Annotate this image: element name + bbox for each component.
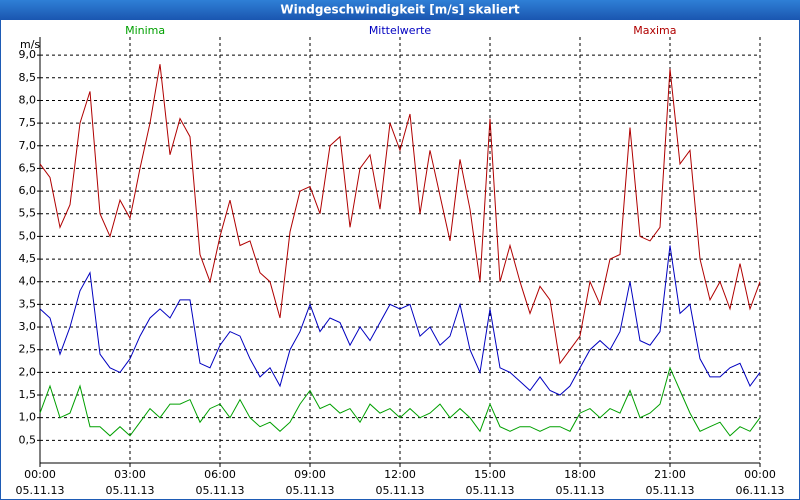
legend-entry: Mittelwerte [369, 24, 432, 37]
y-tick-label: 2,0 [19, 365, 37, 378]
legend-entry: Maxima [633, 24, 676, 37]
y-tick-label: 6,0 [19, 184, 37, 197]
x-tick-label: 03:00 [114, 468, 146, 481]
legend-entry: Minima [125, 24, 165, 37]
y-tick-label: 4,5 [19, 252, 37, 265]
y-unit: m/s [20, 38, 40, 51]
x-tick-label: 18:00 [564, 468, 596, 481]
y-tick-label: 3,5 [19, 297, 37, 310]
series-line [39, 245, 761, 396]
x-tick-label: 09:00 [294, 468, 326, 481]
x-tick-label: 06:00 [204, 468, 236, 481]
x-tick-date: 05.11.13 [16, 484, 65, 497]
series-line [39, 366, 761, 437]
x-tick-date: 06.11.13 [736, 484, 785, 497]
y-tick-label: 8,5 [19, 71, 37, 84]
y-tick-label: 5,5 [19, 207, 37, 220]
y-tick-label: 3,0 [19, 320, 37, 333]
x-tick-date: 05.11.13 [196, 484, 245, 497]
x-tick-date: 05.11.13 [286, 484, 335, 497]
x-tick-date: 05.11.13 [106, 484, 155, 497]
y-tick-label: 1,0 [19, 411, 37, 424]
x-tick-label: 21:00 [654, 468, 686, 481]
y-tick-label: 1,5 [19, 388, 37, 401]
x-tick-date: 05.11.13 [556, 484, 605, 497]
chart-title: Windgeschwindigkeit [m/s] skaliert [280, 3, 520, 17]
y-tick-label: 7,0 [19, 139, 37, 152]
y-tick-label: 6,5 [19, 161, 37, 174]
x-tick-date: 05.11.13 [466, 484, 515, 497]
y-tick-label: 7,5 [19, 116, 37, 129]
y-tick-label: 0,5 [19, 433, 37, 446]
title-bar [0, 0, 800, 20]
x-tick-date: 05.11.13 [646, 484, 695, 497]
y-tick-label: 5,0 [19, 229, 37, 242]
series-line [39, 64, 761, 365]
x-tick-label: 12:00 [384, 468, 416, 481]
x-tick-date: 05.11.13 [376, 484, 425, 497]
x-tick-label: 00:00 [744, 468, 776, 481]
y-tick-label: 4,0 [19, 275, 37, 288]
y-tick-label: 8,0 [19, 93, 37, 106]
y-tick-label: 2,5 [19, 343, 37, 356]
x-tick-label: 00:00 [24, 468, 56, 481]
x-tick-label: 15:00 [474, 468, 506, 481]
y-tick-label: 9,0 [19, 48, 37, 61]
